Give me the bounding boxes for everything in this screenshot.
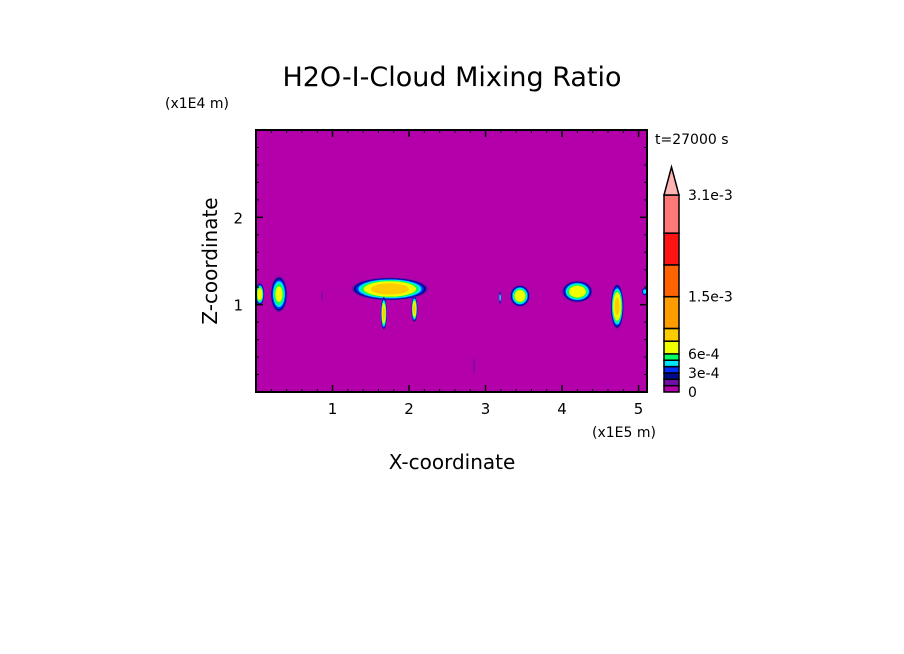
contour-level <box>614 297 620 316</box>
cloud-feature <box>499 291 502 305</box>
field-background <box>256 130 647 392</box>
cloud-feature <box>351 277 429 301</box>
contour-level <box>413 304 416 315</box>
x-tick-label: 1 <box>328 400 338 418</box>
cloud-feature <box>510 285 530 307</box>
colorbar-segment <box>663 365 680 374</box>
colorbar-extend-triangle <box>663 164 680 196</box>
x-tick-label: 5 <box>634 400 644 418</box>
contour-level <box>370 283 409 295</box>
contour-level <box>568 285 586 298</box>
contour-field <box>256 130 647 392</box>
contour-level <box>321 291 323 300</box>
contour-level <box>473 357 475 375</box>
y-tick-label: 2 <box>233 209 243 227</box>
plot-frame <box>255 129 648 393</box>
chart-title: H2O-I-Cloud Mixing Ratio <box>282 62 621 93</box>
contour-level <box>382 307 385 320</box>
colorbar-segment <box>663 372 680 381</box>
contour-level <box>257 287 263 301</box>
cloud-feature <box>256 283 265 306</box>
colorbar-segment <box>663 295 680 330</box>
cloud-feature <box>270 276 288 313</box>
contour-level <box>643 289 647 294</box>
contour-level <box>275 286 283 303</box>
colorbar-segment <box>663 353 680 361</box>
x-axis-label: X-coordinate <box>389 450 516 474</box>
time-label: t=27000 s <box>655 132 729 148</box>
cloud-feature <box>411 296 418 323</box>
contour-level <box>514 289 526 302</box>
colorbar: 0 3e-4 6e-4 1.5e-3 3.1e-3 <box>663 164 733 401</box>
colorbar-segment <box>663 194 680 234</box>
cloud-feature <box>473 357 475 375</box>
colorbar-tick-label: 1.5e-3 <box>688 290 733 306</box>
colorbar-tick-label: 3.1e-3 <box>688 188 733 204</box>
y-unit-label: (x1E4 m) <box>165 96 229 112</box>
x-tick-label: 4 <box>557 400 567 418</box>
colorbar-tick-label: 0 <box>688 385 697 401</box>
axes: 1 2 3 4 5 1 2 <box>233 129 648 418</box>
x-tick-label: 2 <box>404 400 414 418</box>
colorbar-segment <box>663 378 680 387</box>
colorbar-segment <box>663 384 680 393</box>
cloud-feature <box>610 283 624 329</box>
y-axis-label: Z-coordinate <box>198 197 222 324</box>
x-tick-label: 3 <box>481 400 491 418</box>
contour-level <box>499 294 501 302</box>
cloud-feature <box>562 280 593 303</box>
colorbar-segment <box>663 359 680 368</box>
colorbar-tick-label: 6e-4 <box>688 347 720 363</box>
colorbar-segment <box>663 340 680 355</box>
colorbar-segment <box>663 264 680 298</box>
colorbar-segment <box>663 232 680 266</box>
plot-area <box>256 130 647 392</box>
colorbar-segment <box>663 327 680 342</box>
cloud-feature <box>641 287 647 296</box>
x-unit-label: (x1E5 m) <box>592 425 656 441</box>
y-tick-label: 1 <box>233 297 243 315</box>
cloud-feature <box>321 291 323 300</box>
colorbar-tick-label: 3e-4 <box>688 366 720 382</box>
cloud-feature <box>380 296 387 330</box>
